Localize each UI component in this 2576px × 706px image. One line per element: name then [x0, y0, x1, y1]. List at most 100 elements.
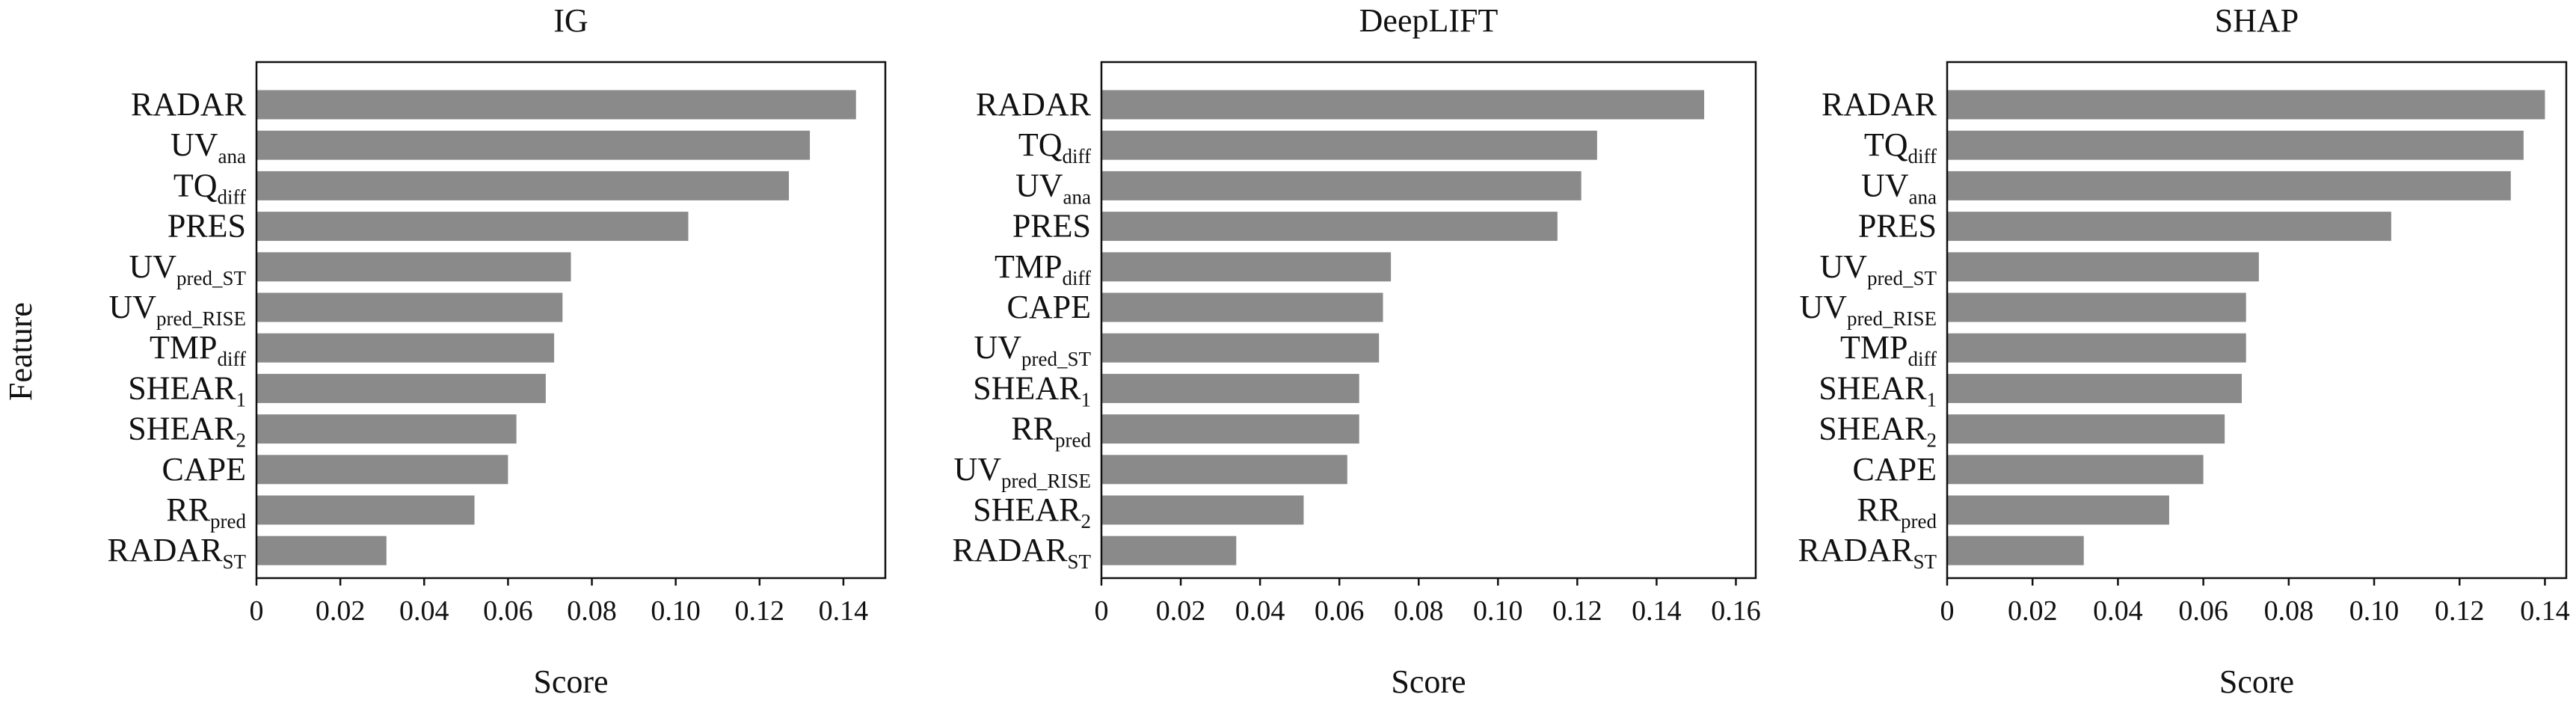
chart-title: IG — [553, 2, 588, 39]
bar — [1101, 333, 1380, 363]
category-label: RRpred — [166, 491, 246, 532]
category-label: PRES — [167, 208, 246, 245]
plot-frame — [1100, 61, 1757, 580]
category-label-main: RADAR — [107, 532, 223, 568]
x-tick-label: 0.04 — [399, 595, 449, 627]
category-label: SHEAR1 — [128, 369, 246, 411]
bar — [256, 373, 546, 403]
category-label-subscript: pred_RISE — [1001, 470, 1091, 492]
category-label-main: RR — [1857, 491, 1901, 528]
x-tick-label: 0.08 — [567, 595, 617, 627]
category-label-subscript: pred_ST — [1021, 348, 1091, 370]
category-label-main: SHEAR — [128, 411, 236, 447]
x-tick-label: 0 — [1095, 595, 1109, 627]
category-label: RADARST — [952, 532, 1091, 573]
x-tick-label: 0.02 — [316, 595, 366, 627]
category-label-subscript: diff — [1063, 145, 1092, 168]
chart-panel-1: IGRADARUVanaTQdiffPRESUVpred_STUVpred_RI… — [107, 2, 887, 700]
category-label-main: RADAR — [1798, 532, 1913, 568]
bar — [1101, 212, 1558, 242]
category-label-subscript: diff — [218, 185, 247, 208]
bar — [256, 212, 689, 242]
category-label-subscript: ana — [218, 145, 246, 168]
bar — [1947, 90, 2545, 120]
category-label: RADAR — [976, 86, 1092, 123]
category-label-main: CAPE — [1853, 451, 1937, 488]
x-axis-label: Score — [533, 663, 608, 700]
bar — [1101, 455, 1347, 485]
category-label: UVpred_RISE — [108, 289, 246, 330]
category-label-main: RADAR — [1822, 86, 1937, 123]
bar — [1947, 455, 2204, 485]
plot-frame — [255, 61, 887, 580]
x-tick-label: 0.12 — [2435, 595, 2485, 627]
bar — [1947, 130, 2524, 160]
x-tick-label: 0.08 — [2264, 595, 2314, 627]
category-label-subscript: 2 — [1081, 510, 1092, 532]
category-label: SHEAR2 — [128, 411, 246, 452]
category-label: RRpred — [1857, 491, 1937, 532]
x-tick-label: 0.14 — [819, 595, 869, 627]
category-label-subscript: ana — [1063, 185, 1091, 208]
category-label-main: SHEAR — [1819, 369, 1927, 406]
category-label-main: RR — [1011, 411, 1055, 447]
x-tick-label: 0.06 — [483, 595, 533, 627]
category-label-main: PRES — [1012, 208, 1091, 245]
category-label-main: UV — [108, 289, 156, 325]
category-label: TQdiff — [173, 167, 246, 208]
x-tick-label: 0.12 — [1552, 595, 1602, 627]
x-tick-label: 0.02 — [2008, 595, 2058, 627]
category-label-main: PRES — [1858, 208, 1937, 245]
category-label-main: UV — [170, 126, 218, 163]
category-label-subscript: ST — [1913, 550, 1937, 573]
bar — [256, 130, 811, 160]
category-label: RADAR — [1822, 86, 1937, 123]
category-label-main: UV — [1015, 167, 1063, 203]
category-label-main: TMP — [995, 248, 1062, 285]
category-label-main: UV — [1861, 167, 1909, 203]
category-label-subscript: 1 — [1927, 388, 1937, 411]
category-label-main: UV — [953, 451, 1001, 488]
category-label-main: TQ — [173, 167, 218, 203]
category-label-main: SHEAR — [973, 369, 1081, 406]
category-label-main: TQ — [1864, 126, 1908, 163]
bar — [256, 455, 508, 485]
bar — [256, 414, 517, 444]
category-label-subscript: 2 — [236, 429, 247, 452]
bar — [1101, 495, 1304, 525]
category-label: CAPE — [162, 451, 246, 488]
bar — [1947, 333, 2246, 363]
category-label: TMPdiff — [150, 329, 246, 370]
category-label-main: RR — [166, 491, 210, 528]
category-label-subscript: pred_ST — [1867, 267, 1937, 289]
category-label-main: TMP — [150, 329, 217, 366]
x-tick-label: 0.08 — [1394, 595, 1444, 627]
x-tick-label: 0.10 — [651, 595, 701, 627]
category-label-main: SHEAR — [973, 491, 1081, 528]
category-label-subscript: ana — [1909, 185, 1937, 208]
category-label-main: RADAR — [131, 86, 247, 123]
chart-panel-2: DeepLIFTRADARTQdiffUVanaPRESTMPdiffCAPEU… — [952, 2, 1760, 700]
category-label: SHEAR1 — [1819, 369, 1937, 411]
category-label-subscript: diff — [1908, 145, 1937, 168]
category-label: RADARST — [1798, 532, 1937, 573]
category-label-subscript: pred_ST — [176, 267, 246, 289]
category-label: TMPdiff — [1840, 329, 1937, 370]
bar — [1947, 171, 2511, 200]
bar — [256, 495, 475, 525]
category-label: UVpred_RISE — [1799, 289, 1937, 330]
category-label-main: RADAR — [976, 86, 1092, 123]
category-label-main: UV — [1819, 248, 1867, 285]
bar — [1101, 414, 1359, 444]
bar — [1947, 414, 2225, 444]
category-label-subscript: pred — [1055, 429, 1091, 452]
category-label-main: RADAR — [952, 532, 1068, 568]
category-label-subscript: 2 — [1927, 429, 1937, 452]
x-tick-label: 0.14 — [1632, 595, 1682, 627]
category-label: RADARST — [107, 532, 246, 573]
category-label-main: UV — [974, 329, 1021, 366]
bar — [1101, 130, 1597, 160]
category-label-subscript: ST — [1067, 550, 1091, 573]
category-label: UVpred_ST — [129, 248, 246, 289]
